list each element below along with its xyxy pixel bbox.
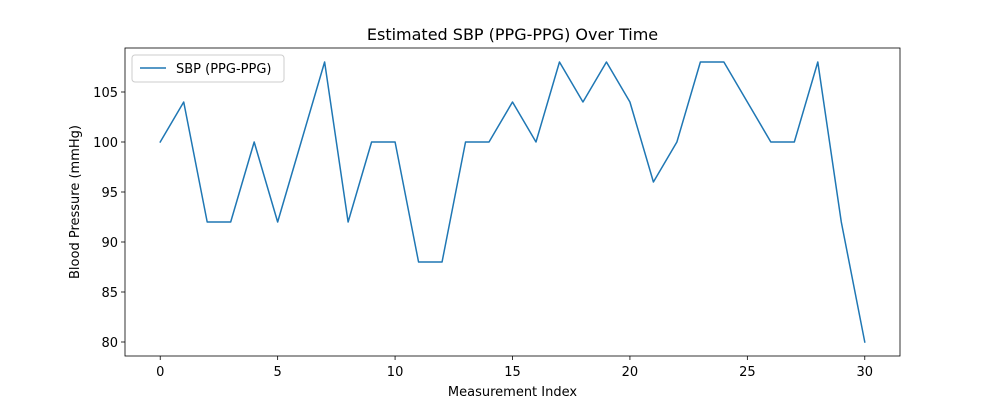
series-line-sbp (159, 61, 866, 343)
plot-area (125, 48, 900, 356)
x-tick-label: 30 (856, 365, 873, 380)
x-tick-label: 10 (387, 365, 404, 380)
y-tick-label: 95 (101, 186, 118, 201)
y-tick-label: 85 (101, 286, 118, 301)
y-tick-label: 100 (93, 136, 118, 151)
chart-title: Estimated SBP (PPG-PPG) Over Time (367, 25, 658, 44)
y-tick-label: 80 (101, 336, 118, 351)
legend-label: SBP (PPG-PPG) (176, 62, 271, 77)
plot-frame (124, 47, 901, 357)
x-tick-label: 0 (156, 365, 164, 380)
x-tick-label: 25 (739, 365, 756, 380)
x-tick-label: 15 (504, 365, 521, 380)
x-tick-label: 20 (622, 365, 639, 380)
legend-box (131, 54, 285, 83)
legend: SBP (PPG-PPG) (131, 54, 285, 83)
y-tick-label: 90 (101, 236, 118, 251)
x-axis-label: Measurement Index (448, 385, 577, 400)
x-axis: 0 5 10 15 20 25 30 (156, 356, 873, 380)
y-axis-label: Blood Pressure (mmHg) (68, 125, 83, 279)
x-tick-label: 5 (274, 365, 282, 380)
y-tick-label: 105 (93, 86, 118, 101)
y-axis: 80 85 90 95 100 105 (93, 86, 125, 351)
